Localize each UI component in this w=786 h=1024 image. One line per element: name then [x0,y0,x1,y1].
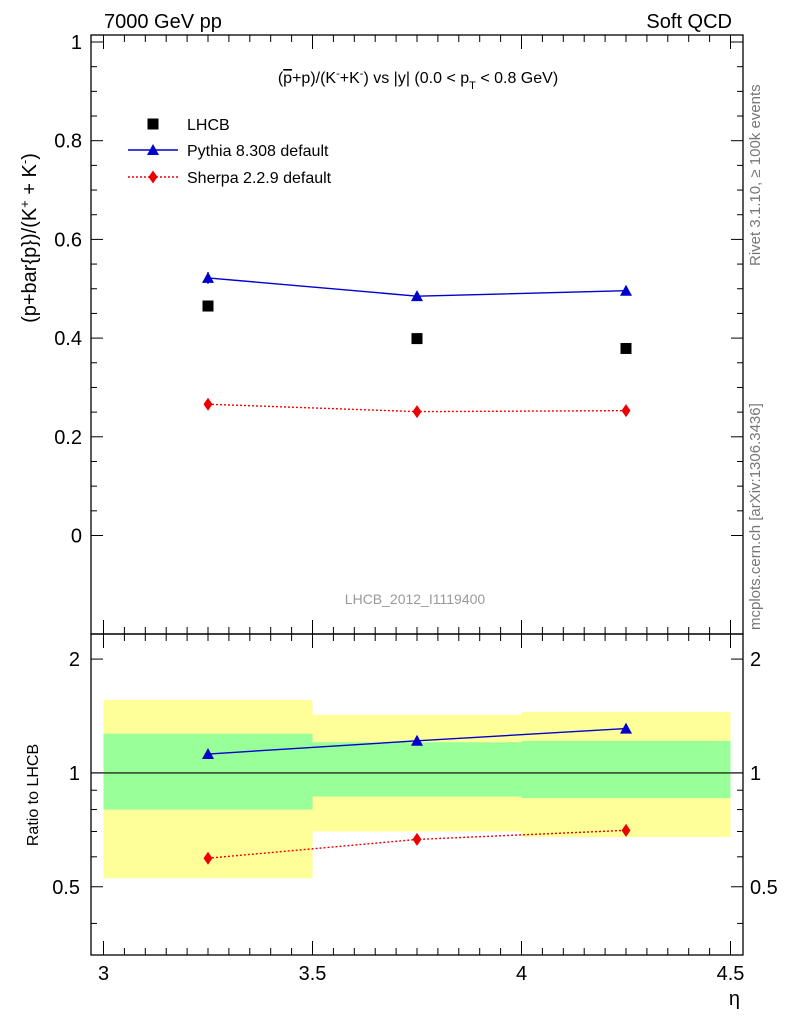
sherpa-ratio-point [621,823,631,837]
ratio-y-tick-label: 2 [750,649,761,671]
sherpa-data-point [203,397,213,411]
lhcb-data-point [620,342,632,354]
ratio-y-tick-label: 0.5 [750,877,778,899]
pythia-data-point [620,284,632,296]
legend-label: LHCB [187,117,230,134]
pythia-ratio-point [411,734,423,746]
lhcb-data-point [202,300,214,312]
analysis-watermark: LHCB_2012_I1119400 [345,591,486,607]
sherpa-data-point [621,404,631,418]
legend-label: Pythia 8.308 default [187,143,329,160]
x-tick-label: 3 [98,963,109,985]
legend: LHCB Pythia 8.308 default Sherpa 2.2.9 def… [128,117,332,187]
x-tick-label: 4.5 [717,963,745,985]
ratio-y-tick-label: 2 [69,649,80,671]
y-tick-label: 0.2 [54,427,82,449]
y-tick-label: 0.8 [54,131,82,153]
rivet-version-text: Rivet 3.1.10, ≥ 100k events [747,84,764,266]
pythia-ratio-point [620,722,632,734]
uncertainty-band-inner [312,742,522,797]
y-tick-label: 0 [71,526,82,548]
uncertainty-band-inner [103,733,313,810]
sherpa-data-point [412,405,422,419]
ratio-plot-layer [202,722,632,865]
pythia-data-point [411,290,423,302]
pythia-ratio-point [202,748,214,760]
ratio-axis-label: Ratio to LHCB [25,744,42,846]
lhcb-data-point [411,333,423,345]
x-axis-label: η [729,988,740,1010]
x-tick-label: 4 [516,963,527,985]
header-process: Soft QCD [646,11,732,33]
ratio-y-tick-label: 0.5 [52,877,80,899]
y-tick-label: 1 [71,32,82,54]
ratio-y-tick-label: 1 [69,763,80,785]
uncertainty-band-inner [521,740,731,799]
header-energy: 7000 GeV pp [104,11,222,33]
legend-label: Sherpa 2.2.9 default [187,170,332,187]
y-tick-label: 0.4 [54,328,82,350]
x-tick-label: 3.5 [299,963,327,985]
ratio-y-tick-label: 1 [750,763,761,785]
mcplots-reference-text: mcplots.cern.ch [arXiv:1306.3436] [747,403,764,630]
y-axis-label: (p+bar{p})/(K+ + K-) [17,153,42,323]
sherpa-ratio-point [412,832,422,846]
main-plot-layer [202,271,632,419]
pythia-data-point [202,271,214,283]
y-tick-label: 0.6 [54,229,82,251]
legend-marker [147,144,159,155]
sherpa-ratio-point [203,851,213,865]
ratio-bands [91,699,743,879]
legend-marker [147,118,159,130]
plot-title: (p+p)/(K-+K-) vs |y| (0.0 < pT < 0.8 GeV… [278,68,558,92]
legend-marker [148,170,158,184]
